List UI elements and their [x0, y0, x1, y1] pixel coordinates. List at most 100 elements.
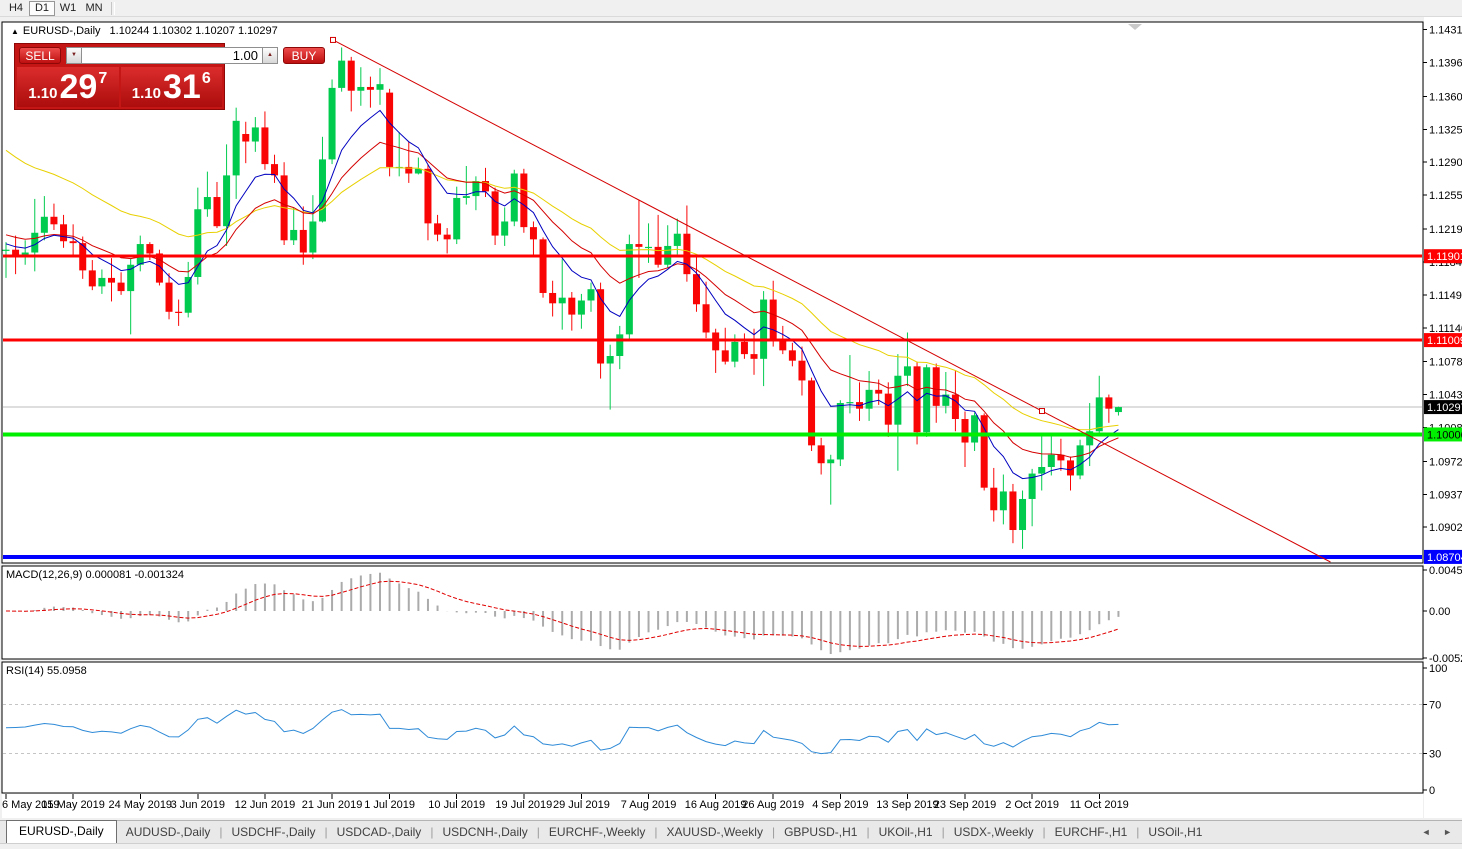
tab-scroll-right-icon[interactable]: ► [1443, 827, 1452, 837]
chart-canvas: 1.14310 1.13960 1.13600 1.13250 1.12900 1.125… [1, 17, 1462, 818]
candle-body [127, 264, 135, 292]
candle-body [961, 419, 969, 443]
trendline[interactable] [332, 39, 1331, 563]
date-tick-label: 11 Oct 2019 [1070, 799, 1129, 811]
candle-body [434, 223, 442, 235]
symbol-tab-usoil-h1[interactable]: USOil-,H1 [1148, 825, 1203, 839]
price-tick-label: 1.12550 [1429, 190, 1462, 202]
candle-body [405, 166, 413, 174]
candle-body [817, 445, 825, 464]
candle-body [616, 334, 624, 356]
candle-body [2, 249, 10, 251]
timeframe-button-w1[interactable]: W1 [59, 1, 77, 14]
price-badge-label: 1.10006 [1427, 429, 1462, 441]
rsi-axis-label: 70 [1429, 700, 1441, 712]
symbol-tab-eurchf-h1[interactable]: EURCHF-,H1 [1054, 825, 1128, 839]
candle-body [702, 304, 710, 333]
candle-body [60, 224, 68, 242]
price-tick-label: 1.11140 [1429, 323, 1462, 335]
ma-slow-yellow[interactable] [5, 149, 1119, 431]
rsi-axis-label: 30 [1429, 748, 1441, 760]
symbol-tab-xauusd-weekly[interactable]: XAUUSD-,Weekly [666, 825, 763, 839]
trade-panel-controls: SELL ▼ ▲ BUY [15, 44, 325, 66]
rsi-axis-label: 100 [1429, 663, 1447, 675]
candle-body [1009, 491, 1017, 531]
symbol-tab-eurchf-weekly[interactable]: EURCHF-,Weekly [548, 825, 646, 839]
macd-name: MACD(12,26,9) [6, 569, 83, 581]
sell-price-pip: 7 [98, 70, 108, 87]
date-tick-label: 16 Aug 2019 [685, 799, 747, 811]
candle-body [366, 86, 374, 90]
candle-body [318, 159, 326, 222]
symbol-tab-usdcnh-daily[interactable]: USDCNH-,Daily [442, 825, 528, 839]
volume-input[interactable] [82, 47, 262, 64]
timeframe-button-d1[interactable]: D1 [29, 0, 55, 16]
date-tick-label: 2 Oct 2019 [1005, 799, 1059, 811]
trendline-handle-icon[interactable] [330, 36, 336, 43]
candle-body [1114, 407, 1122, 413]
tab-separator: | [324, 825, 328, 839]
symbol-tab-ukoil-h1[interactable]: UKOil-,H1 [878, 825, 933, 839]
price-tick-label: 1.10780 [1429, 357, 1462, 369]
date-tick-label: 4 Sep 2019 [812, 799, 868, 811]
candle-body [597, 289, 605, 364]
price-tick-label: 1.11490 [1429, 290, 1462, 302]
price-badge [1424, 249, 1462, 264]
sell-price-display[interactable]: 1.10 29 7 [17, 67, 119, 107]
candle-body [328, 87, 336, 160]
candle-body [692, 274, 700, 305]
tab-scroll-left-icon[interactable]: ◄ [1421, 827, 1431, 837]
candle-body [223, 175, 231, 227]
candle-body [1047, 454, 1055, 467]
toolbar-separator [111, 1, 115, 15]
volume-decrease-button[interactable]: ▼ [66, 47, 82, 64]
sell-price-big: 29 [59, 68, 98, 106]
symbol-tab-gbpusd-h1[interactable]: GBPUSD-,H1 [784, 825, 858, 839]
buy-button[interactable]: BUY [283, 47, 325, 64]
timeframe-button-h4[interactable]: H4 [8, 1, 24, 14]
candle-body [12, 249, 20, 258]
candle-body [299, 229, 307, 253]
candle-body [740, 341, 748, 355]
sell-button[interactable]: SELL [19, 47, 61, 64]
symbol-tab-bar: EURUSD-,Daily AUDUSD-,Daily | USDCHF-,Daily… [0, 820, 1462, 843]
candle-body [903, 366, 911, 376]
symbol-tab-eurusd-daily[interactable]: EURUSD-,Daily [6, 820, 117, 843]
candle-body [951, 394, 959, 420]
symbol-tab-usdchf-daily[interactable]: USDCHF-,Daily [231, 825, 316, 839]
candle-body [491, 191, 499, 236]
candle-body [865, 389, 873, 409]
price-badge-label: 1.08704 [1427, 552, 1462, 564]
symbol-tab-audusd-daily[interactable]: AUDUSD-,Daily [125, 825, 211, 839]
candle-body [1095, 397, 1103, 432]
trendline-handle-icon[interactable] [1039, 408, 1045, 415]
ma-fast-blue[interactable] [5, 109, 1119, 480]
candle-body [827, 459, 835, 464]
candle-body [1076, 445, 1084, 476]
candle-body [510, 173, 518, 222]
candle-body [232, 120, 240, 176]
candle-body [88, 270, 96, 287]
macd-main-value: 0.000081 [85, 569, 132, 581]
candle-body [529, 227, 537, 240]
volume-increase-button[interactable]: ▲ [262, 47, 278, 64]
ma-mid-red[interactable] [5, 141, 1119, 458]
price-badge [1424, 333, 1462, 348]
tab-separator: | [430, 825, 434, 839]
tab-scroll-nav: ◄ ► [1412, 827, 1452, 837]
candle-body [808, 380, 816, 446]
tab-separator: | [1042, 825, 1046, 839]
buy-price-big: 31 [162, 68, 201, 106]
symbol-tab-usdx-weekly[interactable]: USDX-,Weekly [953, 825, 1034, 839]
candle-body [539, 239, 547, 293]
candle-body [942, 394, 950, 406]
candle-body [1038, 466, 1046, 474]
symbol-tab-usdcad-daily[interactable]: USDCAD-,Daily [336, 825, 422, 839]
timeframe-button-mn[interactable]: MN [85, 1, 103, 14]
trade-panel-prices: 1.10 29 7 1.10 31 6 [15, 66, 224, 109]
price-tick-label: 1.09720 [1429, 456, 1462, 468]
buy-price-display[interactable]: 1.10 31 6 [120, 67, 222, 107]
rsi-panel [1, 661, 1424, 794]
